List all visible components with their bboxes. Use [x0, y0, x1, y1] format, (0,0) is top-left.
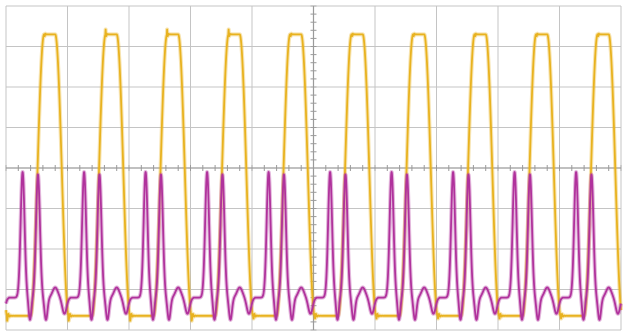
square-wave-trace: [5, 28, 622, 322]
pulse-wave-trace: [5, 171, 622, 321]
scope-traces: [4, 27, 623, 323]
scope-graticule: [5, 5, 622, 331]
